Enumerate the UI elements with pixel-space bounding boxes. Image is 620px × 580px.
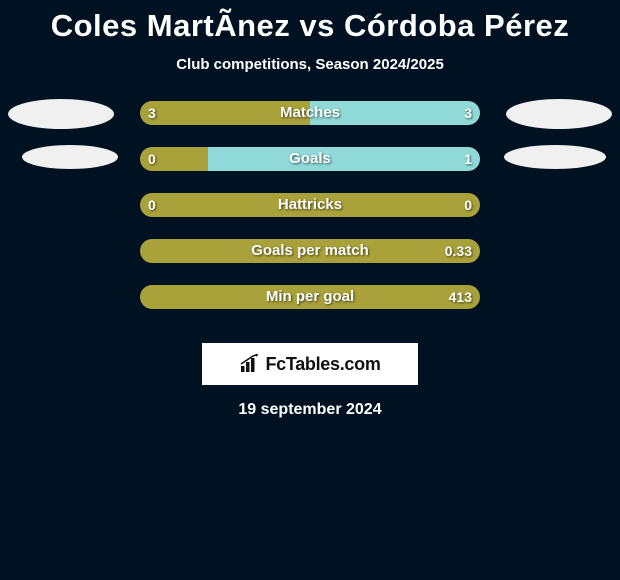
- stat-row: 3 3 Matches: [0, 101, 620, 147]
- page-title: Coles MartÃnez vs Córdoba Pérez: [0, 8, 620, 44]
- stat-bar-left: [140, 101, 310, 125]
- stat-bar-right: [208, 147, 480, 171]
- stat-bar-left: [140, 193, 480, 217]
- stat-row: 0.33 Goals per match: [0, 239, 620, 285]
- stat-value-left: 3: [148, 101, 156, 125]
- stat-bar-track: [140, 285, 480, 309]
- stat-row: 413 Min per goal: [0, 285, 620, 331]
- stat-row: 0 0 Hattricks: [0, 193, 620, 239]
- page-subtitle: Club competitions, Season 2024/2025: [0, 56, 620, 73]
- stat-row: 0 1 Goals: [0, 147, 620, 193]
- stat-bar-left: [140, 285, 480, 309]
- stat-bar-track: [140, 101, 480, 125]
- stat-bar-left: [140, 239, 480, 263]
- stat-value-left: 0: [148, 147, 156, 171]
- stats-area: 3 3 Matches 0 1 Goals 0 0 Hattricks: [0, 101, 620, 331]
- brand-text: FcTables.com: [265, 354, 380, 375]
- stat-value-right: 1: [464, 147, 472, 171]
- date-label: 19 september 2024: [0, 401, 620, 419]
- stat-value-left: 0: [148, 193, 156, 217]
- brand-box: FcTables.com: [202, 343, 418, 385]
- stat-bar-track: [140, 147, 480, 171]
- stat-value-right: 0.33: [445, 239, 472, 263]
- stat-bar-right: [310, 101, 480, 125]
- stat-value-right: 0: [464, 193, 472, 217]
- infographic-container: Coles MartÃnez vs Córdoba Pérez Club com…: [0, 0, 620, 419]
- stat-bar-track: [140, 193, 480, 217]
- stat-value-right: 3: [464, 101, 472, 125]
- stat-value-right: 413: [449, 285, 472, 309]
- bar-chart-icon: [239, 354, 261, 374]
- stat-bar-track: [140, 239, 480, 263]
